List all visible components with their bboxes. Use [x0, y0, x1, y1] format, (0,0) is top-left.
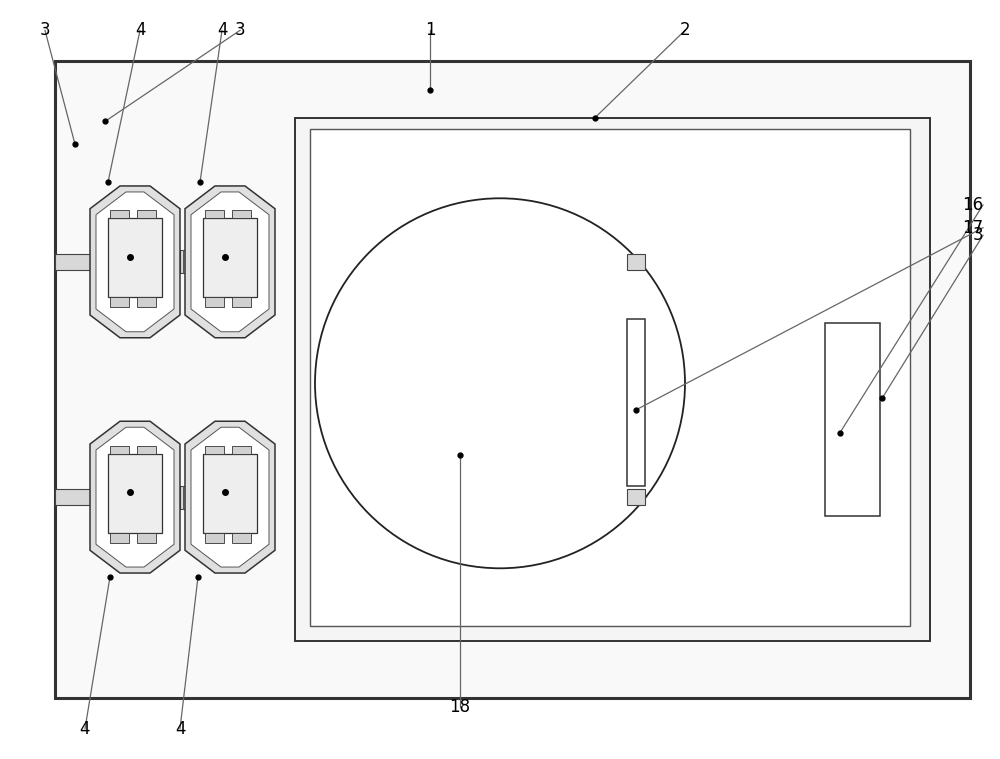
Bar — [110, 446, 129, 454]
Text: 4: 4 — [135, 21, 145, 39]
Text: 3: 3 — [235, 21, 245, 39]
Bar — [137, 533, 156, 543]
Text: 4: 4 — [80, 720, 90, 738]
Bar — [627, 254, 645, 270]
Bar — [232, 210, 251, 219]
Bar — [108, 219, 162, 298]
Bar — [205, 298, 224, 307]
Bar — [108, 454, 162, 533]
Bar — [205, 533, 224, 543]
Bar — [627, 319, 645, 486]
Text: 17: 17 — [962, 219, 983, 237]
Bar — [55, 489, 118, 505]
Text: 3: 3 — [972, 226, 983, 244]
Text: 4: 4 — [217, 21, 227, 39]
Bar — [137, 298, 156, 307]
Bar — [295, 118, 930, 641]
Text: 16: 16 — [962, 196, 983, 214]
Text: 3: 3 — [40, 21, 50, 39]
Bar — [55, 61, 970, 698]
Text: 18: 18 — [449, 698, 471, 716]
Bar — [627, 489, 645, 505]
Bar — [137, 210, 156, 219]
Text: 4: 4 — [175, 720, 185, 738]
Polygon shape — [185, 421, 275, 573]
Bar — [232, 298, 251, 307]
Text: 1: 1 — [425, 21, 435, 39]
Polygon shape — [185, 186, 275, 338]
Bar — [825, 323, 880, 516]
Polygon shape — [96, 427, 174, 567]
Bar — [310, 129, 910, 626]
Bar — [110, 533, 129, 543]
Bar — [110, 298, 129, 307]
Bar — [55, 254, 118, 270]
Bar — [180, 486, 185, 509]
Polygon shape — [90, 421, 180, 573]
Polygon shape — [96, 192, 174, 332]
Bar — [205, 446, 224, 454]
Bar — [205, 210, 224, 219]
Bar — [232, 446, 251, 454]
Bar — [180, 250, 185, 273]
Bar — [137, 446, 156, 454]
Polygon shape — [191, 192, 269, 332]
Bar — [110, 210, 129, 219]
Polygon shape — [191, 427, 269, 567]
Bar — [203, 219, 257, 298]
Bar — [203, 454, 257, 533]
Text: 2: 2 — [680, 21, 690, 39]
Circle shape — [315, 198, 685, 568]
Polygon shape — [90, 186, 180, 338]
Bar — [232, 533, 251, 543]
